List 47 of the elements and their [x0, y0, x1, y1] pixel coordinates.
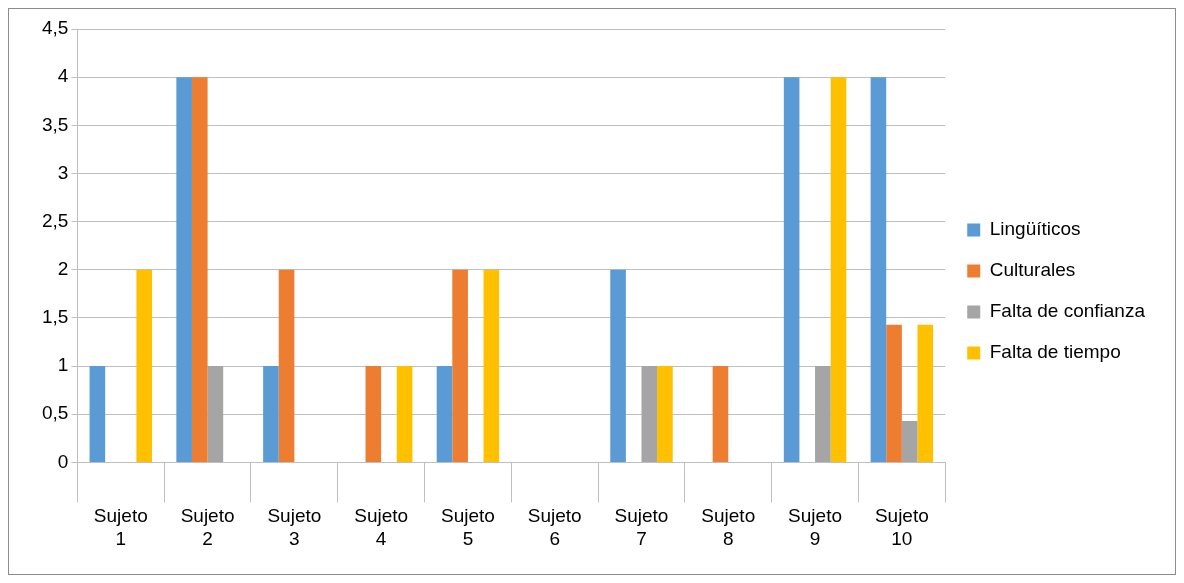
bar: [207, 366, 224, 462]
bar: [278, 269, 295, 462]
x-tick-label: Sujeto 3: [267, 505, 322, 549]
bar: [136, 269, 153, 462]
y-tick-label: 0,5: [41, 402, 69, 424]
x-tick-label: Sujeto 10: [874, 505, 929, 549]
y-tick-label: 2,5: [41, 209, 69, 231]
bar: [483, 269, 500, 462]
bar: [886, 324, 902, 462]
bar: [870, 77, 887, 462]
y-tick-label: 3,5: [41, 113, 69, 135]
x-tick-label: Sujeto 5: [440, 505, 495, 549]
y-tick-label: 1,5: [41, 306, 69, 328]
bar: [712, 366, 729, 462]
bar: [452, 269, 468, 462]
bar: [830, 77, 847, 462]
legend-label: Culturales: [989, 259, 1076, 281]
legend-label: Falta de confianza: [989, 300, 1146, 322]
bar: [176, 77, 192, 462]
bar: [901, 420, 918, 462]
bar: [783, 77, 800, 462]
x-tick-label: Sujeto 9: [788, 505, 842, 549]
x-tick-label: Sujeto 7: [614, 505, 669, 549]
y-tick-label: 0: [57, 450, 69, 472]
y-tick-label: 3: [57, 161, 69, 183]
bar: [89, 366, 106, 462]
bar: [263, 366, 279, 462]
bar: [365, 366, 382, 462]
bar: [610, 269, 626, 462]
bar: [815, 366, 831, 462]
bar: [917, 324, 934, 462]
y-tick-label: 1: [57, 354, 69, 376]
y-tick-label: 4,5: [41, 17, 69, 39]
y-tick-label: 2: [57, 258, 69, 280]
y-tick-label: 4: [57, 65, 69, 87]
bar: [641, 366, 658, 462]
x-tick-label: Sujeto 1: [93, 505, 148, 549]
x-tick-label: Sujeto 6: [527, 505, 582, 549]
bar: [436, 366, 453, 462]
x-tick-label: Sujeto 8: [701, 505, 756, 549]
x-tick-label: Sujeto 4: [354, 505, 409, 549]
bar: [191, 77, 208, 462]
bar: [657, 366, 673, 462]
bar: [396, 366, 413, 462]
legend-label: Falta de tiempo: [989, 341, 1121, 363]
legend-label: Lingüíticos: [989, 218, 1081, 240]
x-tick-label: Sujeto 2: [180, 505, 235, 549]
